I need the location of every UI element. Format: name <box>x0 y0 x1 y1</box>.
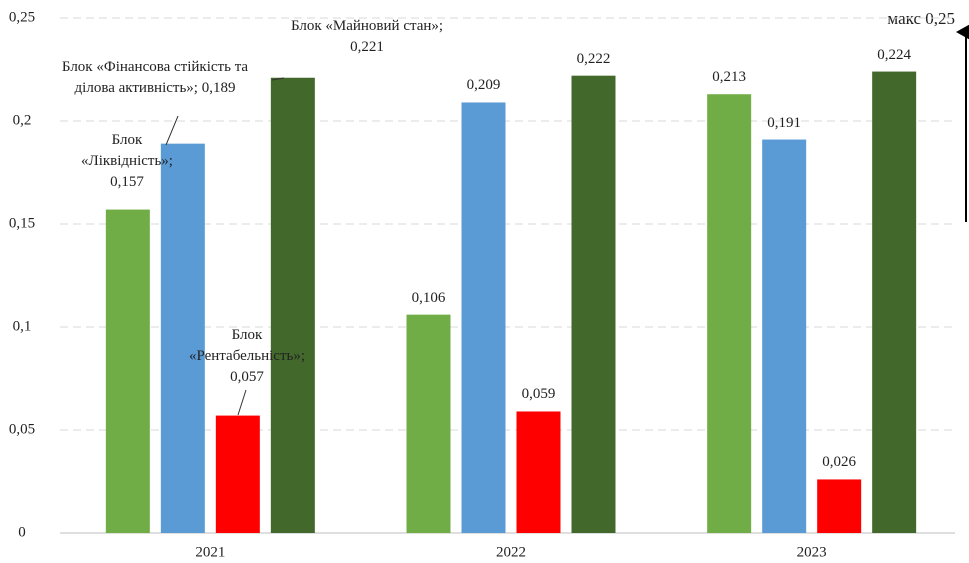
data-label: 0,213 <box>712 69 747 86</box>
x-tick-label: 2021 <box>195 544 225 560</box>
bar <box>817 479 862 533</box>
bar <box>707 94 752 533</box>
leader-line <box>165 115 179 146</box>
bar <box>571 75 616 534</box>
bar <box>872 71 917 533</box>
x-tick-label: 2023 <box>797 544 827 560</box>
bar <box>215 415 260 533</box>
data-label: Блок «Майновий стан»; 0,221 <box>290 18 444 55</box>
data-label: 0,059 <box>521 386 556 403</box>
y-tick-label: 0,1 <box>13 318 32 334</box>
data-label: 0,191 <box>767 114 802 131</box>
leader-line <box>271 77 285 81</box>
data-label: 0,106 <box>411 289 446 306</box>
data-label: 0,209 <box>466 77 501 94</box>
data-label: 0,222 <box>576 50 611 67</box>
data-label: Блок «Рентабельність»; 0,057 <box>188 327 306 385</box>
y-tick-label: 0,15 <box>9 215 35 231</box>
bar <box>406 314 451 533</box>
bar <box>105 209 150 533</box>
bar <box>461 102 506 534</box>
y-tick-label: 0,25 <box>9 9 35 25</box>
data-label: Блок «Фінансова стійкість та ділова акти… <box>61 59 249 96</box>
bar <box>160 143 205 533</box>
bar <box>516 411 561 533</box>
data-label: 0,026 <box>822 454 857 471</box>
y-tick-label: 0 <box>18 524 26 540</box>
data-label: Блок «Ліквідність»; 0,157 <box>81 132 173 190</box>
x-tick-label: 2022 <box>496 544 526 560</box>
bar <box>270 77 315 534</box>
leader-line <box>237 389 247 416</box>
bar <box>762 139 807 534</box>
y-tick-label: 0,05 <box>9 421 35 437</box>
y-tick-label: 0,2 <box>13 112 32 128</box>
data-label: 0,224 <box>877 46 912 63</box>
